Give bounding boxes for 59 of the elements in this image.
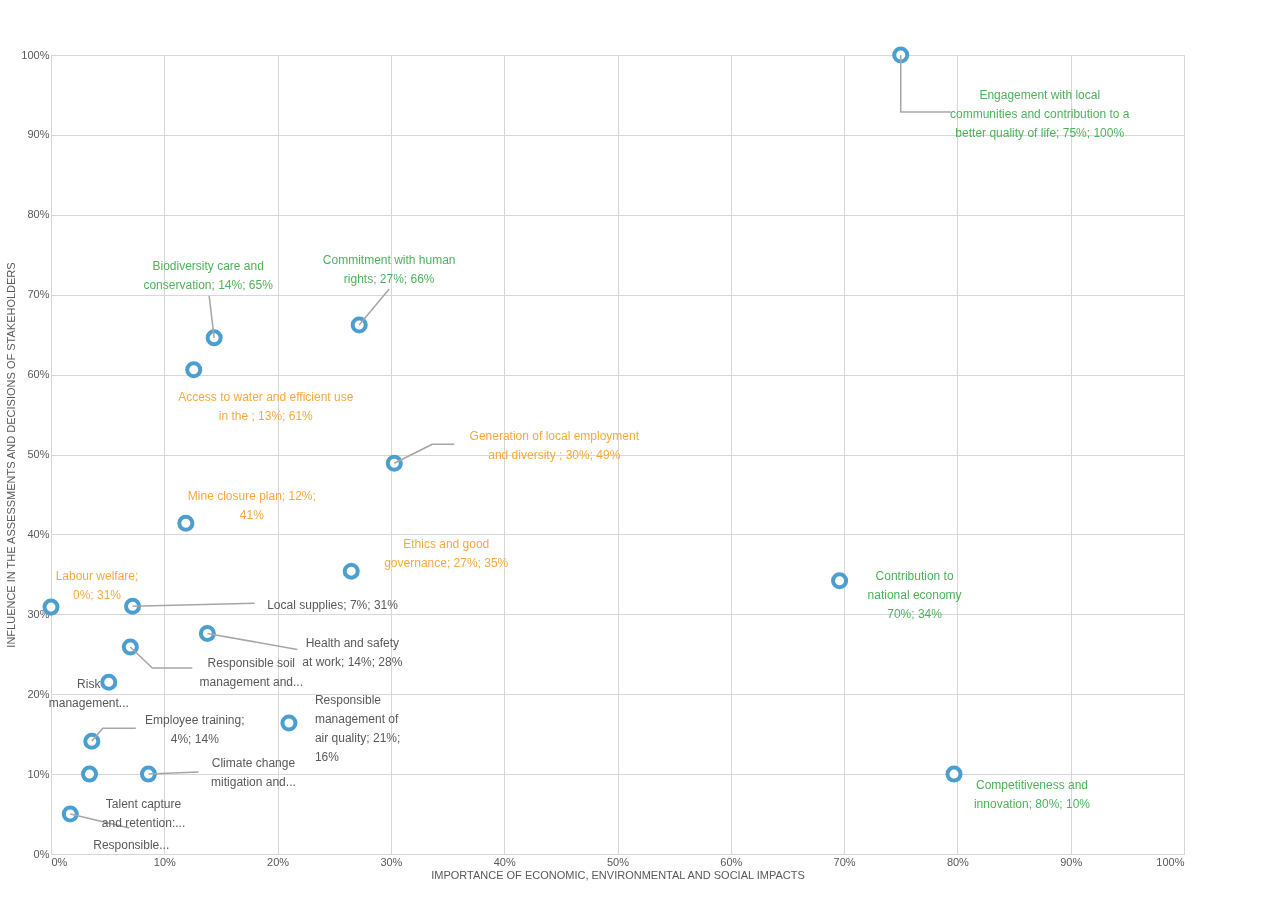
annotation: Health and safety at work; 14%; 28% [302, 635, 403, 669]
annotation: Access to water and efficient use in the ; 13%; 61% [178, 390, 354, 424]
x-tick-label: 70% [833, 855, 856, 868]
point [205, 329, 223, 347]
y-tick-label: 60% [27, 368, 50, 381]
annotation: Responsible management of air quality; 21%; 16% [314, 693, 401, 765]
annotation: Local supplies; 7%; 31% [267, 598, 399, 613]
point [61, 805, 79, 823]
point [185, 361, 203, 379]
y-tick-label: 20% [27, 687, 50, 700]
y-tick-label: 50% [27, 448, 50, 460]
annotation: Commitment with human rights; 27%; 66% [322, 252, 456, 286]
y-tick-label: 0% [33, 847, 50, 860]
point [100, 673, 118, 691]
x-tick-label: 10% [153, 855, 177, 868]
point [121, 638, 139, 656]
point [945, 765, 963, 783]
annotation: Responsible soil management and... [199, 655, 304, 689]
y-tick-label: 100% [21, 48, 50, 61]
x-axis-title: IMPORTANCE OF ECONOMIC, ENVIRONMENTAL AND SOCIAL IMPACTS [431, 868, 805, 881]
x-tick-label: 0% [51, 855, 68, 868]
point [831, 572, 849, 590]
x-tick-label: 40% [493, 855, 516, 868]
annotation: Mine closure plan; 12%; 41% [187, 488, 316, 522]
annotation: Talent capture and retention:... [101, 796, 186, 830]
x-tick-label: 30% [380, 855, 403, 868]
annotation: Labour welfare; 0%; 31% [55, 568, 139, 602]
y-tick-label: 40% [27, 527, 50, 540]
x-tick-label: 20% [267, 855, 290, 868]
y-tick-label: 90% [27, 128, 50, 141]
y-tick-label: 10% [27, 767, 50, 780]
point [139, 765, 157, 783]
point [892, 46, 910, 64]
x-tick-label: 60% [720, 855, 743, 868]
point [385, 454, 403, 472]
annotation: Competitiveness and innovation; 80%; 10% [973, 777, 1091, 811]
annotation: Ethics and good governance; 27%; 35% [384, 536, 509, 570]
annotation: Climate change mitigation and... [211, 755, 296, 789]
annotation: Engagement with local communities and contribution to a better quality of life; 75%; 100% [950, 88, 1130, 140]
annotation: Risk management... [48, 676, 129, 710]
point [83, 732, 101, 750]
x-tick-label: 50% [606, 855, 630, 868]
x-tick-label: 80% [946, 855, 970, 868]
y-tick-label: 80% [27, 208, 50, 221]
point [350, 316, 368, 334]
point [342, 562, 360, 580]
annotation: Responsible... [93, 838, 170, 853]
annotation: Generation of local employment and diversity ; 30%; 49% [469, 428, 640, 462]
point [81, 765, 99, 783]
annotation: Biodiversity care and conservation; 14%; 65% [143, 259, 274, 293]
y-axis-title: INFLUENCE IN THE ASSESSMENTS AND DECISIONS OF STAKEHOLDERS [5, 262, 18, 648]
x-tick-label: 90% [1060, 855, 1083, 868]
point [280, 714, 298, 732]
annotation: Contribution to national economy 70%; 34% [867, 568, 962, 621]
y-tick-label: 70% [27, 288, 50, 301]
point [177, 514, 195, 532]
x-tick-label: 100% [1156, 855, 1185, 868]
point [124, 597, 142, 615]
annotation: Employee training; 4%; 14% [145, 712, 245, 746]
